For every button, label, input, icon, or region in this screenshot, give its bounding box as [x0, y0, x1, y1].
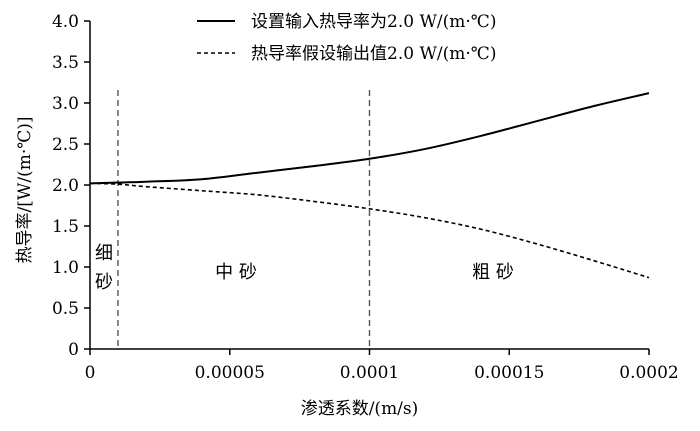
y-tick-label: 3.0	[52, 94, 79, 114]
y-tick-label: 0.5	[52, 299, 79, 319]
x-axis-title: 渗透系数/(m/s)	[301, 399, 419, 419]
y-tick-label: 3.5	[52, 53, 79, 73]
y-tick-label: 1.5	[52, 217, 79, 237]
region-label-coarse-sand: 粗 砂	[472, 262, 514, 283]
x-tick-label: 0.0001	[340, 363, 399, 383]
x-tick-label: 0.00015	[474, 363, 544, 383]
region-label-fine-sand: 砂	[95, 272, 113, 293]
x-tick-label: 0.0002	[619, 363, 678, 383]
region-label-fine-sand: 细	[95, 243, 113, 264]
legend-label-2: 热导率假设输出值2.0 W/(m·℃)	[251, 44, 496, 64]
region-labels: 细砂 中 砂 粗 砂	[95, 243, 514, 293]
y-tick-label: 1.0	[52, 258, 79, 278]
y-tick-label: 4.0	[52, 12, 79, 32]
legend: 设置输入热导率为2.0 W/(m·℃) 热导率假设输出值2.0 W/(m·℃)	[197, 12, 496, 64]
legend-label-1: 设置输入热导率为2.0 W/(m·℃)	[251, 12, 496, 32]
region-label-medium-sand: 中 砂	[215, 262, 257, 283]
axes: 0 0.5 1.0 1.5 2.0 2.5 3.0 3.5 4.0 0 0.00005 0.0001 0…	[15, 12, 679, 419]
y-axis-title: 热导率/[W/(m·℃)]	[15, 117, 35, 264]
series-layer	[89, 92, 650, 279]
y-tick-label: 2.5	[52, 135, 79, 155]
y-tick-label: 2.0	[52, 176, 79, 196]
x-tick-label: 0	[85, 363, 96, 383]
series-line-1	[89, 92, 650, 185]
series-line-2	[89, 182, 650, 279]
x-tick-label: 0.00005	[195, 363, 265, 383]
divider-lines	[117, 90, 371, 349]
y-tick-label: 0	[68, 340, 79, 360]
